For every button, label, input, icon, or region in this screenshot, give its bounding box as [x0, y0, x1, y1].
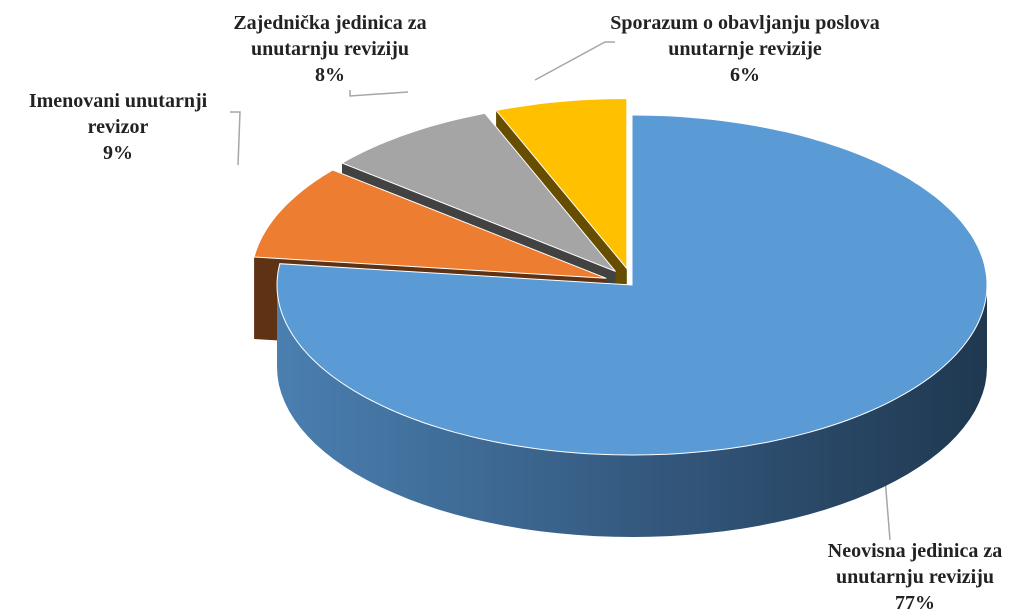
- label-name: Imenovani unutarnji revizor: [28, 90, 208, 138]
- label-value: 9%: [103, 142, 133, 164]
- pie-slice: [340, 112, 616, 272]
- pie-slice: [253, 169, 607, 279]
- slice-side: [277, 285, 987, 537]
- pie-slice: [495, 97, 628, 270]
- pie-slice: [276, 114, 988, 456]
- data-label: Neovisna jedinica za unutarnju reviziju 7…: [805, 538, 1024, 613]
- data-label: Imenovani unutarnji revizor 9%: [2, 88, 234, 166]
- label-value: 77%: [895, 592, 935, 613]
- label-name: Sporazum o obavljanju poslova unutarnje …: [610, 12, 880, 60]
- leader-line: [534, 41, 615, 81]
- leader-line: [884, 477, 891, 541]
- label-value: 8%: [315, 64, 345, 86]
- label-value: 6%: [730, 64, 760, 86]
- leader-line: [230, 111, 241, 166]
- label-name: Neovisna jedinica za unutarnju reviziju: [827, 540, 1003, 588]
- leader-line: [349, 90, 409, 97]
- data-label: Sporazum o obavljanju poslova unutarnje …: [610, 10, 880, 88]
- data-label: Zajednička jedinica za unutarnju revizij…: [212, 10, 448, 88]
- label-name: Zajednička jedinica za unutarnju revizij…: [233, 12, 427, 60]
